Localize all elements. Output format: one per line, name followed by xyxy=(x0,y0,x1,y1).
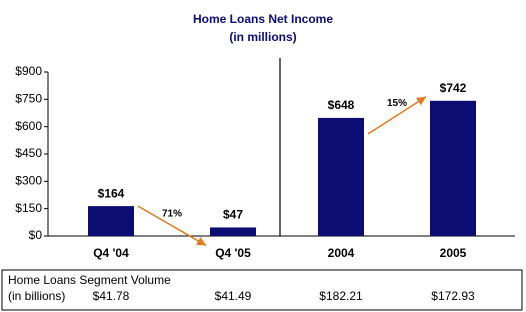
x-tick-label: Q4 '05 xyxy=(215,246,251,260)
chart-title: Home Loans Net Income xyxy=(193,12,333,26)
y-tick-label: $0 xyxy=(29,228,43,242)
value-label: $47 xyxy=(223,208,243,222)
bar xyxy=(318,117,364,236)
table-subtitle: (in billions) xyxy=(8,289,65,303)
y-tick-label: $600 xyxy=(15,119,42,133)
growth-label: 71% xyxy=(162,208,182,219)
bar xyxy=(430,100,476,237)
value-label: $164 xyxy=(98,186,125,200)
growth-arrow xyxy=(137,205,207,247)
table-value: $172.93 xyxy=(431,289,475,303)
table-title: Home Loans Segment Volume xyxy=(8,273,171,287)
table-value: $182.21 xyxy=(319,289,363,303)
y-tick-label: $300 xyxy=(15,174,42,188)
y-tick-label: $900 xyxy=(15,64,42,78)
bar xyxy=(88,206,134,236)
table-box xyxy=(1,269,523,311)
x-tick-label: Q4 '04 xyxy=(93,246,129,260)
growth-label: 15% xyxy=(387,98,407,109)
table-value: $41.49 xyxy=(215,289,252,303)
x-tick-label: 2005 xyxy=(440,246,467,260)
value-label: $648 xyxy=(328,98,355,112)
chart-subtitle: (in millions) xyxy=(229,30,296,44)
growth-arrow xyxy=(367,96,427,135)
y-tick-label: $450 xyxy=(15,146,42,160)
table-value: $41.78 xyxy=(93,289,130,303)
y-tick-label: $750 xyxy=(15,92,42,106)
x-tick-label: 2004 xyxy=(328,246,355,260)
bar xyxy=(210,227,256,236)
value-label: $742 xyxy=(440,81,467,95)
y-tick-label: $150 xyxy=(15,201,42,215)
